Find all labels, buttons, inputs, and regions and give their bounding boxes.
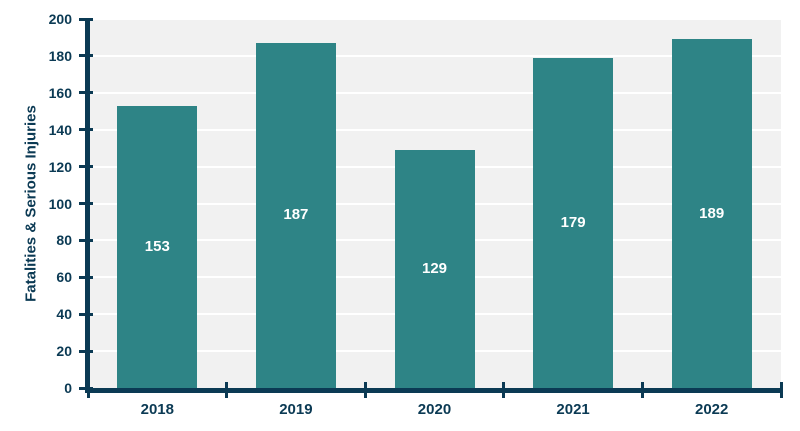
y-tick-label: 200 xyxy=(48,11,72,27)
y-axis-tick xyxy=(79,128,93,132)
bar-value-label: 187 xyxy=(283,206,309,224)
y-axis-tick xyxy=(79,386,93,390)
bar-2018 xyxy=(117,105,198,388)
y-tick-label: 100 xyxy=(48,195,72,212)
y-axis-tick xyxy=(79,165,93,169)
y-axis-tick xyxy=(79,238,93,242)
x-axis-tick xyxy=(502,382,506,398)
y-axis-tick xyxy=(79,312,93,316)
bar-2021 xyxy=(533,57,614,388)
bar-2020 xyxy=(394,149,475,388)
y-tick-label: 20 xyxy=(56,343,72,360)
x-category-label: 2021 xyxy=(556,401,590,418)
gridline xyxy=(88,18,781,20)
y-tick-label: 120 xyxy=(48,158,72,175)
bar-2022 xyxy=(671,39,752,388)
y-axis-tick xyxy=(79,202,93,205)
x-axis-tick xyxy=(779,382,783,398)
x-category-label: 2022 xyxy=(695,401,729,418)
bar-value-label: 129 xyxy=(421,259,448,277)
x-category-label: 2019 xyxy=(279,401,313,418)
bar-2019 xyxy=(255,42,336,388)
y-axis-tick xyxy=(79,275,93,279)
y-axis-tick xyxy=(79,91,93,95)
x-category-label: 2020 xyxy=(417,401,452,418)
y-axis-tick xyxy=(79,17,93,21)
bar-value-label: 189 xyxy=(699,204,725,222)
y-tick-label: 140 xyxy=(48,121,72,138)
x-axis-tick xyxy=(640,382,644,398)
bar-value-label: 153 xyxy=(144,237,170,255)
x-axis-tick xyxy=(86,382,90,398)
x-axis-line xyxy=(85,388,783,393)
y-axis-line xyxy=(85,19,90,393)
y-tick-label: 40 xyxy=(56,306,72,323)
x-category-label: 2018 xyxy=(140,401,174,418)
y-tick-label: 180 xyxy=(48,47,72,64)
x-axis-tick xyxy=(363,382,367,398)
gridline xyxy=(88,54,781,57)
bar-value-label: 179 xyxy=(560,213,586,231)
x-axis-tick xyxy=(225,382,229,398)
y-tick-label: 0 xyxy=(64,380,72,396)
y-tick-label: 160 xyxy=(48,84,72,101)
y-tick-label: 60 xyxy=(56,269,72,286)
y-tick-label: 80 xyxy=(56,232,72,249)
gridline xyxy=(88,91,781,94)
y-axis-tick xyxy=(79,54,93,58)
y-axis-tick xyxy=(79,349,93,353)
gridline xyxy=(88,128,781,131)
